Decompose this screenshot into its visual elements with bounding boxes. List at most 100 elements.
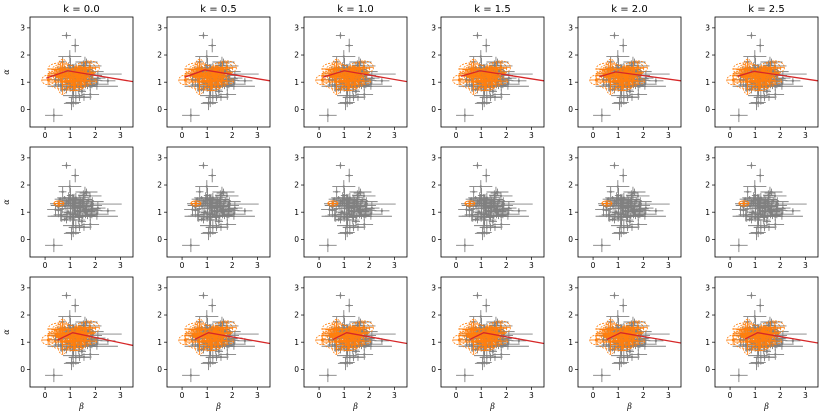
x-axis-label: β (489, 402, 495, 411)
y-tick-label: 2 (705, 181, 710, 190)
y-tick-label: 3 (294, 283, 299, 292)
gray-point (748, 356, 764, 371)
axes-frame (166, 146, 271, 258)
gray-point (195, 180, 219, 193)
gray-point (47, 213, 118, 219)
gray-point (345, 38, 353, 53)
gray-point (374, 208, 390, 214)
y-tick-label: 2 (568, 181, 573, 190)
axes-frame (577, 146, 682, 258)
gray-point (785, 78, 801, 84)
x-tick-label: 1 (342, 391, 347, 400)
y-tick-label: 3 (294, 23, 299, 32)
fit-line (46, 70, 133, 83)
x-tick-label: 1 (753, 391, 758, 400)
gray-point (45, 108, 63, 123)
x-tick-label: 2 (778, 261, 783, 270)
gray-point (332, 310, 356, 323)
gray-point (349, 188, 372, 196)
x-tick-label: 2 (230, 131, 235, 140)
x-tick-label: 2 (230, 391, 235, 400)
gray-point (611, 226, 627, 241)
y-tick-label: 3 (568, 153, 573, 162)
gray-point (456, 108, 474, 123)
y-tick-label: 0 (20, 105, 25, 114)
gray-point (215, 192, 239, 200)
gray-point (489, 192, 513, 200)
gray-point (335, 215, 360, 226)
column-title-3: k = 1.5 (474, 4, 510, 15)
x-tick-label: 0 (180, 131, 185, 140)
gray-point (472, 292, 482, 299)
gray-point (633, 208, 657, 220)
gray-point (200, 356, 216, 371)
gray-point (469, 180, 493, 193)
gray-point (200, 96, 216, 111)
x-tick-label: 1 (205, 391, 210, 400)
gray-point (208, 38, 216, 53)
gray-point (337, 356, 353, 371)
orange-point (327, 330, 339, 338)
gray-point (85, 338, 109, 350)
y-tick-label: 0 (294, 365, 299, 374)
gray-point (61, 162, 71, 169)
orange-point (738, 200, 750, 207)
x-tick-label: 1 (205, 131, 210, 140)
y-tick-label: 3 (568, 23, 573, 32)
y-tick-label: 1 (568, 338, 573, 347)
gray-point (486, 58, 509, 66)
gray-point (746, 215, 771, 226)
gray-point (199, 193, 227, 203)
x-tick-label: 0 (43, 261, 48, 270)
gray-point (609, 162, 619, 169)
orange-point (738, 330, 750, 338)
gray-point (482, 168, 490, 183)
gray-point (766, 88, 785, 100)
gray-point (45, 238, 63, 253)
y-axis-label: α (2, 329, 11, 335)
x-tick-label: 1 (479, 131, 484, 140)
gray-point (496, 78, 520, 90)
gray-point (609, 32, 619, 39)
orange-point (41, 334, 55, 346)
orange-point (601, 200, 613, 207)
gray-point (732, 213, 803, 219)
gray-point (746, 162, 756, 169)
y-tick-label: 1 (157, 338, 162, 347)
gray-point (208, 298, 216, 313)
gray-point (78, 192, 102, 200)
gray-point (319, 108, 337, 123)
y-tick-label: 1 (705, 78, 710, 87)
gray-point (218, 218, 237, 230)
x-tick-label: 2 (93, 261, 98, 270)
gray-point (472, 215, 497, 226)
gray-point (623, 188, 646, 196)
gray-point (456, 238, 474, 253)
gray-point (81, 348, 100, 360)
gray-point (593, 238, 611, 253)
y-tick-label: 1 (20, 338, 25, 347)
orange-point (207, 78, 228, 88)
x-tick-label: 1 (342, 261, 347, 270)
gray-point (198, 162, 208, 169)
axes-frame (29, 276, 134, 388)
gray-point (739, 197, 751, 202)
orange-point (726, 334, 740, 346)
y-tick-label: 2 (294, 311, 299, 320)
gray-point (337, 226, 353, 241)
orange-point (452, 334, 466, 346)
gray-point (623, 197, 638, 207)
y-tick-label: 1 (431, 78, 436, 87)
gray-point (100, 78, 116, 84)
orange-point (464, 330, 476, 338)
x-tick-label: 2 (367, 131, 372, 140)
x-axis-label: β (215, 402, 221, 411)
x-tick-label: 1 (479, 261, 484, 270)
gray-point (222, 78, 246, 90)
gray-point (626, 192, 650, 200)
x-tick-label: 2 (230, 261, 235, 270)
x-tick-label: 3 (118, 131, 123, 140)
panel-r2-c4: 0 1 2 3 0 1 2 3 (431, 146, 545, 270)
gray-point (62, 193, 90, 203)
x-tick-label: 2 (93, 391, 98, 400)
